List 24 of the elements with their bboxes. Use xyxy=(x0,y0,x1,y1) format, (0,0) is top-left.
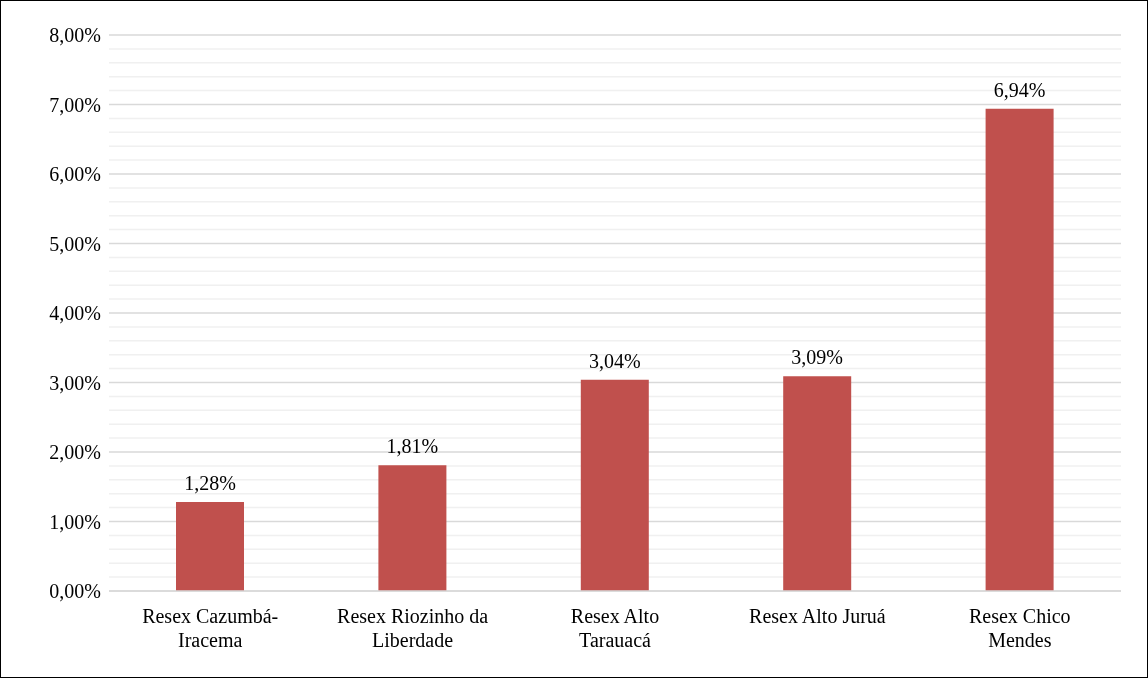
data-label: 6,94% xyxy=(993,78,1046,101)
bar xyxy=(580,379,649,591)
x-tick-label: Resex Riozinho da Liberdade xyxy=(337,605,489,651)
y-tick-label: 4,00% xyxy=(49,302,101,325)
y-tick-label: 3,00% xyxy=(49,371,101,394)
y-tick-label: 7,00% xyxy=(49,93,101,116)
data-label: 1,81% xyxy=(386,435,439,458)
y-tick-label: 5,00% xyxy=(49,232,101,255)
data-label: 1,28% xyxy=(184,472,236,495)
x-tick-label: Resex Chico Mendes xyxy=(968,605,1071,651)
x-tick-label: Resex Cazumbá-Iracema xyxy=(142,605,279,651)
y-tick-label: 0,00% xyxy=(49,580,101,603)
x-tick-label: Resex Alto Juruá xyxy=(749,605,886,627)
y-tick-label: 8,00% xyxy=(49,24,101,47)
data-label: 3,09% xyxy=(791,346,844,369)
y-tick-label: 2,00% xyxy=(49,441,101,464)
data-label: 3,04% xyxy=(588,349,641,372)
bar xyxy=(176,502,244,591)
bar xyxy=(378,465,447,591)
y-tick-label: 6,00% xyxy=(49,163,101,186)
bar xyxy=(985,108,1054,591)
x-tick-label: Resex Alto Tarauacá xyxy=(570,605,660,651)
bar xyxy=(783,376,852,591)
y-tick-label: 1,00% xyxy=(49,510,101,533)
